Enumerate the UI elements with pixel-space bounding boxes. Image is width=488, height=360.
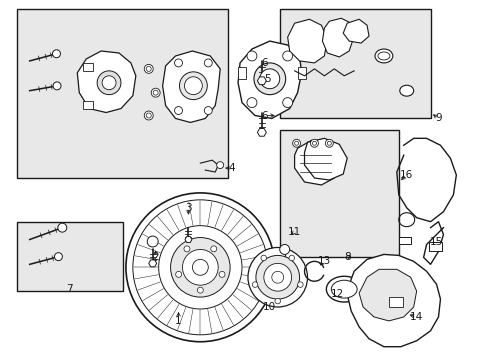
Text: 9: 9 — [434, 113, 441, 123]
Circle shape — [102, 76, 116, 90]
Polygon shape — [343, 19, 368, 43]
Text: 7: 7 — [66, 284, 73, 294]
Polygon shape — [358, 269, 416, 321]
Circle shape — [247, 247, 307, 307]
Polygon shape — [257, 129, 266, 136]
Circle shape — [175, 271, 181, 277]
Text: 13: 13 — [317, 256, 330, 266]
Text: 4: 4 — [228, 163, 235, 173]
Bar — [83, 63, 93, 71]
Circle shape — [174, 107, 182, 114]
Text: 6: 6 — [261, 111, 267, 121]
Text: 5: 5 — [264, 74, 270, 84]
Bar — [398, 237, 410, 244]
Circle shape — [294, 141, 298, 145]
Text: 12: 12 — [330, 289, 343, 299]
Ellipse shape — [377, 52, 389, 60]
Ellipse shape — [399, 85, 413, 96]
Circle shape — [312, 141, 316, 145]
Bar — [427, 242, 442, 251]
Circle shape — [252, 282, 257, 287]
Circle shape — [197, 287, 203, 293]
Circle shape — [170, 238, 230, 297]
Circle shape — [279, 244, 289, 255]
Text: 10: 10 — [263, 302, 276, 312]
Circle shape — [144, 64, 153, 73]
Circle shape — [210, 246, 216, 252]
Bar — [17, 222, 122, 291]
Circle shape — [292, 139, 300, 147]
Circle shape — [219, 271, 224, 277]
Circle shape — [282, 51, 292, 61]
Ellipse shape — [374, 49, 392, 63]
Bar — [297, 67, 305, 79]
Circle shape — [271, 271, 283, 283]
Polygon shape — [294, 140, 337, 185]
Bar — [238, 67, 245, 79]
Circle shape — [253, 63, 285, 95]
Circle shape — [53, 82, 61, 90]
Bar — [388, 297, 402, 307]
Circle shape — [204, 59, 212, 67]
Circle shape — [158, 226, 242, 309]
Circle shape — [288, 255, 294, 261]
Text: 15: 15 — [429, 237, 442, 247]
Circle shape — [246, 51, 256, 61]
Circle shape — [174, 59, 182, 67]
Circle shape — [326, 141, 331, 145]
Polygon shape — [287, 19, 326, 63]
Text: 6: 6 — [261, 58, 267, 68]
Circle shape — [179, 72, 207, 100]
Text: 3: 3 — [185, 203, 191, 213]
Polygon shape — [322, 18, 353, 57]
Bar — [279, 9, 429, 118]
Polygon shape — [346, 255, 440, 347]
Text: 16: 16 — [399, 170, 412, 180]
Polygon shape — [304, 138, 346, 180]
Polygon shape — [238, 41, 301, 118]
Circle shape — [216, 162, 223, 168]
Polygon shape — [148, 260, 156, 267]
Bar — [17, 9, 228, 178]
Circle shape — [255, 255, 299, 299]
Text: 8: 8 — [343, 252, 350, 262]
Ellipse shape — [331, 280, 356, 298]
Circle shape — [54, 253, 62, 261]
Bar — [279, 130, 398, 257]
Circle shape — [264, 264, 291, 291]
Circle shape — [204, 107, 212, 114]
Circle shape — [146, 113, 151, 118]
Circle shape — [297, 282, 303, 287]
Text: 14: 14 — [409, 312, 423, 322]
Circle shape — [259, 69, 279, 89]
Circle shape — [144, 111, 153, 120]
Circle shape — [97, 71, 121, 95]
Polygon shape — [163, 51, 220, 122]
Circle shape — [147, 236, 158, 247]
Polygon shape — [257, 77, 266, 85]
Polygon shape — [77, 51, 136, 113]
Text: 11: 11 — [287, 226, 301, 237]
Circle shape — [153, 90, 158, 95]
Text: 1: 1 — [175, 316, 182, 326]
Circle shape — [246, 98, 256, 108]
Text: 2: 2 — [152, 252, 159, 262]
Circle shape — [261, 255, 266, 261]
Circle shape — [310, 139, 318, 147]
Circle shape — [274, 298, 280, 304]
Circle shape — [58, 223, 67, 232]
Circle shape — [184, 77, 202, 95]
Circle shape — [282, 98, 292, 108]
Polygon shape — [184, 237, 191, 243]
Ellipse shape — [325, 276, 361, 302]
Circle shape — [192, 260, 208, 275]
Circle shape — [182, 249, 218, 285]
Circle shape — [325, 139, 333, 147]
Bar — [83, 100, 93, 109]
Circle shape — [151, 88, 160, 97]
Circle shape — [52, 50, 61, 58]
Circle shape — [183, 246, 189, 252]
Circle shape — [146, 66, 151, 71]
